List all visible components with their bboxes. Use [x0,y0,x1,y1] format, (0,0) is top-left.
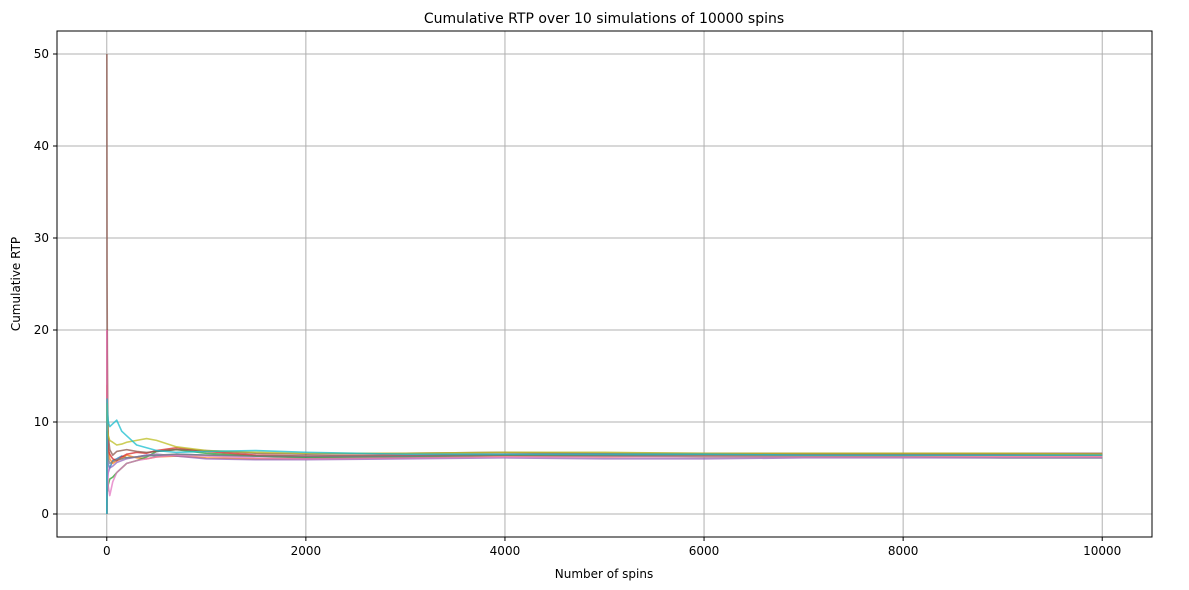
y-tick-label-0: 0 [41,507,49,521]
y-axis-label: Cumulative RTP [9,237,23,331]
y-tick-label-2: 20 [34,323,49,337]
series-line-8 [106,430,1103,515]
y-tick-label-3: 30 [34,231,49,245]
x-tick-label-3: 6000 [689,544,720,558]
tick-layer: 0 2000 4000 6000 8000 10000 0 10 20 30 40 50 [34,47,1122,558]
series-line-9 [106,402,1103,455]
x-axis-label: Number of spins [555,567,653,581]
y-tick-label-5: 50 [34,47,49,61]
x-tick-label-2: 4000 [490,544,521,558]
series-line-5 [106,453,1103,515]
series-line-1 [106,430,1103,469]
y-tick-label-1: 10 [34,415,49,429]
x-tick-label-5: 10000 [1083,544,1121,558]
plot-frame [56,30,1153,538]
chart-title: Cumulative RTP over 10 simulations of 10… [424,11,784,27]
series-line-10 [106,398,1103,515]
x-tick-label-4: 8000 [888,544,919,558]
series-line-6 [106,53,1103,456]
x-tick-label-0: 0 [103,544,111,558]
x-tick-label-1: 2000 [291,544,322,558]
y-tick-label-4: 40 [34,139,49,153]
grid-layer [57,31,1152,537]
series-line-7 [106,329,1103,497]
series-line-2 [106,384,1103,515]
series-layer [106,53,1103,515]
